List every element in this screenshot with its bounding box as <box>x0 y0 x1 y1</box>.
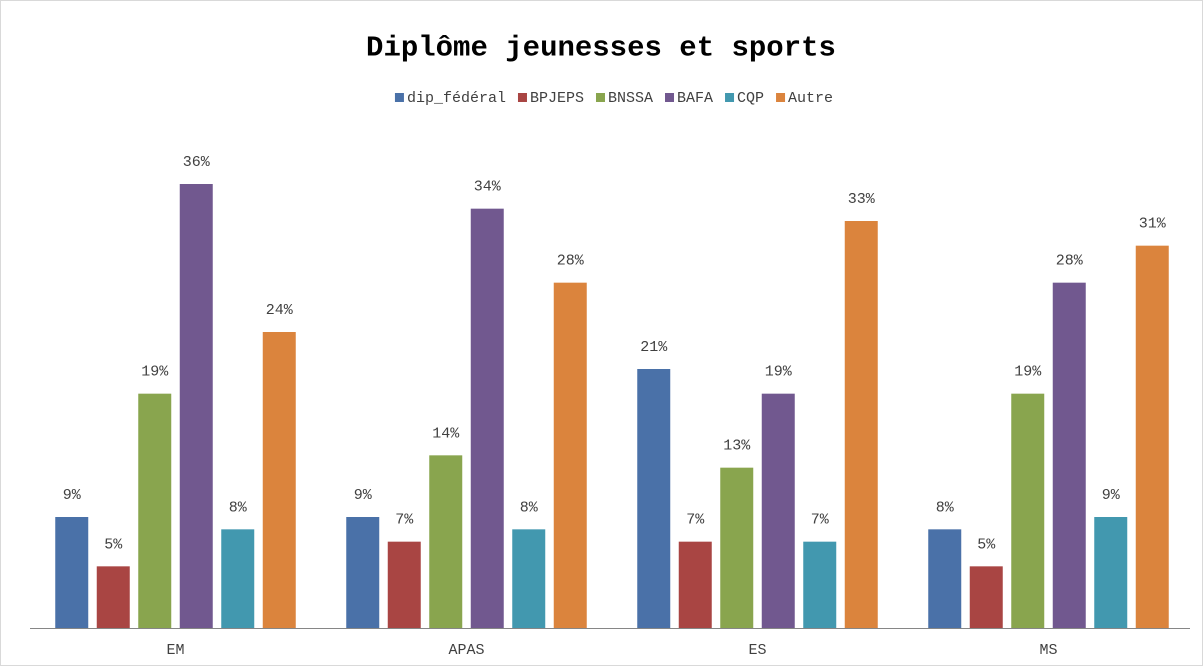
legend-swatch <box>665 93 675 102</box>
data-label: 19% <box>141 364 169 381</box>
legend-label: BPJEPS <box>530 90 584 107</box>
bar <box>928 529 962 628</box>
data-label: 21% <box>640 339 668 356</box>
bar <box>637 369 671 628</box>
data-label: 5% <box>977 536 996 553</box>
bar <box>720 467 754 628</box>
bar <box>844 221 878 628</box>
bar <box>262 332 296 628</box>
bar <box>1135 245 1169 628</box>
legend-label: CQP <box>737 90 764 107</box>
data-label: 8% <box>229 499 248 516</box>
bar <box>969 566 1003 628</box>
data-label: 13% <box>723 438 751 455</box>
data-label: 31% <box>1139 216 1167 233</box>
x-tick-label: APAS <box>448 642 484 659</box>
data-label: 9% <box>1102 487 1121 504</box>
data-label: 28% <box>1056 253 1084 270</box>
legend-label: BNSSA <box>608 90 653 107</box>
x-tick-label: ES <box>748 642 766 659</box>
data-label: 8% <box>936 499 955 516</box>
legend-swatch <box>394 93 404 102</box>
bar <box>803 541 837 628</box>
bar <box>553 282 587 628</box>
data-label: 36% <box>183 154 211 171</box>
bar <box>221 529 255 628</box>
bar <box>470 208 504 628</box>
data-label: 7% <box>686 512 705 529</box>
bar <box>429 455 463 628</box>
data-label: 19% <box>765 364 793 381</box>
data-label: 9% <box>63 487 82 504</box>
bar <box>1094 517 1128 628</box>
bar <box>55 517 89 628</box>
data-label: 5% <box>104 536 123 553</box>
bar <box>1052 282 1086 628</box>
legend-label: Autre <box>788 90 833 107</box>
data-label: 24% <box>266 302 294 319</box>
bar <box>678 541 712 628</box>
legend-swatch <box>595 93 605 102</box>
bar <box>761 393 795 628</box>
chart-title: Diplôme jeunesses et sports <box>366 32 836 65</box>
data-label: 28% <box>557 253 585 270</box>
legend-swatch <box>517 93 527 102</box>
x-tick-label: EM <box>166 642 184 659</box>
data-label: 8% <box>520 499 539 516</box>
data-label: 34% <box>474 179 502 196</box>
bar <box>1011 393 1045 628</box>
data-label: 19% <box>1014 364 1042 381</box>
bar <box>346 517 380 628</box>
data-label: 9% <box>354 487 373 504</box>
legend-label: dip_fédéral <box>407 90 506 107</box>
bar <box>138 393 172 628</box>
data-label: 7% <box>811 512 830 529</box>
x-tick-label: MS <box>1039 642 1057 659</box>
data-label: 33% <box>848 191 876 208</box>
legend-swatch <box>776 93 786 102</box>
bar <box>96 566 130 628</box>
legend-swatch <box>725 93 735 102</box>
legend-label: BAFA <box>677 90 713 107</box>
bar <box>179 184 213 628</box>
data-label: 14% <box>432 425 460 442</box>
bar <box>387 541 421 628</box>
bar <box>512 529 546 628</box>
data-label: 7% <box>395 512 414 529</box>
